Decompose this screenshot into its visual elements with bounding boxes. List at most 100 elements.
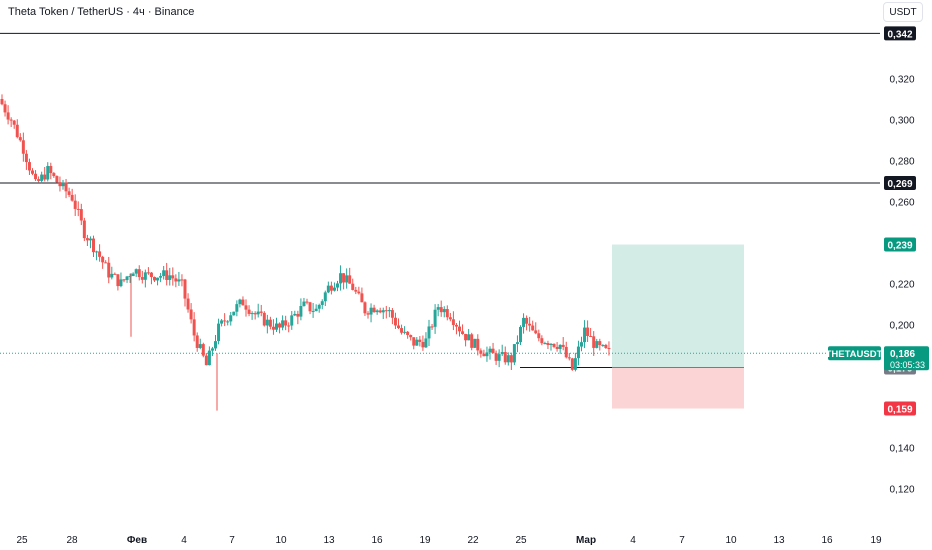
candle-body	[479, 350, 483, 354]
candle-body	[445, 309, 449, 318]
y-tick-label: 0,320	[889, 75, 914, 86]
candle-body	[531, 325, 535, 331]
candle-body	[357, 291, 361, 294]
candle-body	[58, 182, 62, 187]
candle-body	[451, 319, 455, 325]
candle-body	[207, 350, 211, 366]
candle-body	[375, 310, 379, 313]
candle-body	[9, 119, 13, 121]
candle-body	[177, 279, 181, 282]
candle-body	[79, 209, 83, 221]
countdown-label: 03:05:33	[890, 360, 925, 370]
candle-body	[214, 341, 217, 349]
candle-body	[162, 270, 166, 277]
candle-body	[497, 354, 501, 361]
candle-body	[473, 338, 477, 348]
candle-body	[229, 315, 233, 322]
candle-body	[268, 319, 272, 327]
candle-body	[31, 170, 34, 174]
candle-body	[491, 348, 495, 354]
x-tick-label: 13	[773, 535, 785, 546]
candle-body	[143, 272, 147, 280]
candle-body	[537, 333, 541, 339]
x-tick-label: Мар	[576, 535, 596, 546]
candles	[0, 94, 611, 411]
y-tick-label: 0,120	[889, 485, 914, 496]
target-zone[interactable]	[612, 244, 744, 368]
candle-body	[82, 220, 86, 239]
candle-body	[287, 325, 291, 327]
candle-body	[512, 344, 516, 363]
candle-body	[250, 313, 254, 315]
candle-body	[174, 278, 178, 282]
candle-body	[92, 238, 95, 253]
candle-body	[363, 302, 367, 314]
candle-body	[589, 336, 593, 338]
candle-body	[153, 277, 156, 281]
x-tick-label: 10	[275, 535, 287, 546]
candle-body	[595, 341, 599, 348]
candle-body	[183, 279, 187, 299]
candle-body	[567, 357, 571, 359]
candle-body	[256, 311, 260, 315]
stop-zone[interactable]	[612, 367, 744, 409]
candle-body	[342, 273, 346, 283]
candle-body	[482, 353, 486, 357]
level-tag-0-bg	[884, 26, 916, 41]
x-tick-label: 19	[419, 535, 431, 546]
candle-body	[393, 317, 397, 326]
candle-body	[259, 311, 263, 313]
candle-body	[168, 275, 172, 280]
candle-body	[40, 174, 44, 181]
price-tag-label: 0,186	[890, 349, 915, 360]
candle-body	[552, 343, 556, 347]
candle-body	[137, 269, 141, 278]
candle-body	[476, 338, 480, 351]
candle-body	[601, 344, 605, 346]
symbol-tag-bg	[828, 346, 881, 361]
candle-body	[52, 173, 56, 177]
candle-body	[284, 320, 288, 326]
candle-body	[534, 330, 538, 334]
candle-body	[156, 277, 160, 281]
candle-body	[448, 317, 452, 320]
x-tick-label: 10	[725, 535, 737, 546]
candle-body	[351, 283, 355, 290]
candle-body	[439, 307, 443, 313]
candle-body	[113, 273, 117, 275]
candle-body	[540, 338, 544, 344]
candle-body	[189, 309, 193, 320]
candle-body	[409, 335, 413, 338]
candle-body	[198, 344, 202, 348]
candle-body	[27, 162, 31, 171]
candle-body	[217, 323, 221, 342]
candle-body	[549, 343, 553, 345]
x-tick-label: 7	[679, 535, 685, 546]
currency-button[interactable]: USDT	[883, 2, 923, 22]
candle-body	[195, 335, 199, 348]
candle-body	[400, 328, 404, 333]
x-tick-label: 16	[821, 535, 833, 546]
candle-body	[564, 346, 568, 358]
candle-body	[494, 353, 498, 361]
candle-body	[21, 140, 25, 154]
candle-body	[561, 344, 565, 347]
candle-body	[570, 358, 574, 370]
candle-body	[369, 307, 373, 315]
candle-body	[95, 251, 99, 253]
candle-body	[454, 324, 458, 327]
candle-body	[464, 333, 468, 341]
y-tick-label: 0,220	[889, 280, 914, 291]
candle-body	[390, 310, 394, 318]
candle-body	[131, 273, 135, 277]
x-tick-label: 25	[16, 535, 28, 546]
level-tag-1-label: 0,269	[887, 179, 912, 190]
candle-body	[509, 355, 513, 363]
candle-body	[387, 310, 391, 312]
x-tick-label: 4	[630, 535, 636, 546]
candle-body	[171, 275, 175, 279]
candle-body	[305, 301, 309, 303]
candle-body	[525, 317, 529, 324]
candle-body	[381, 310, 385, 313]
